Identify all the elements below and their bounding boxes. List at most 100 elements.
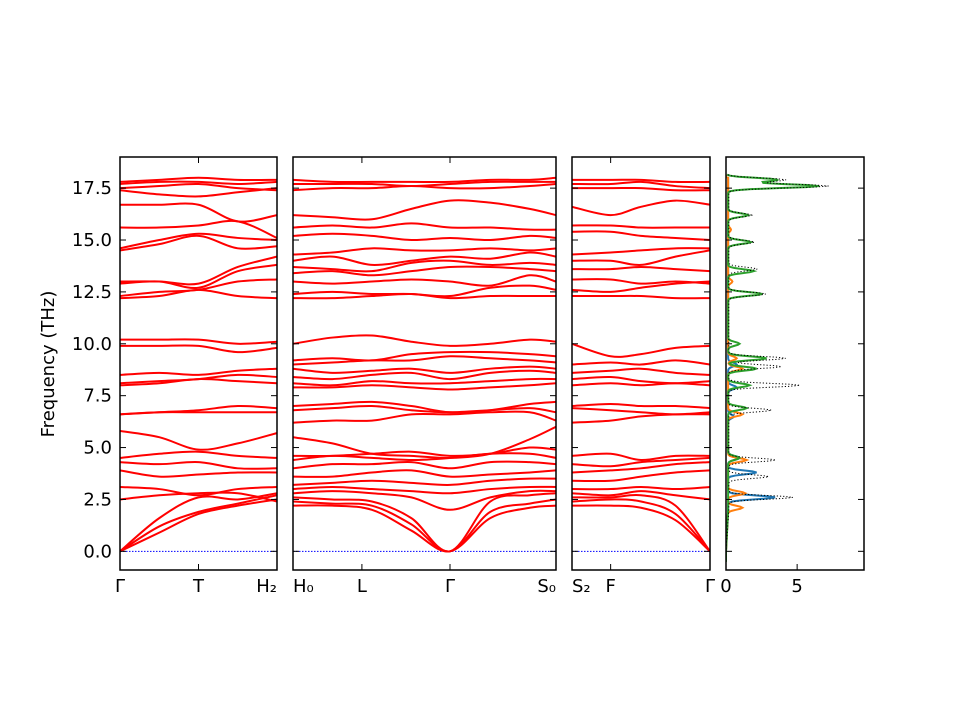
phonon-band <box>572 452 710 462</box>
dos-frame <box>725 156 865 571</box>
phonon-band <box>293 485 556 495</box>
phonon-band <box>293 284 556 298</box>
dos-x-tick-label: 5 <box>791 576 802 597</box>
phonon-band <box>120 338 277 345</box>
phonon-band <box>293 405 556 414</box>
phonon-band <box>120 367 277 376</box>
phonon-band <box>572 461 710 474</box>
phonon-band <box>572 186 710 192</box>
phonon-band <box>572 249 710 266</box>
phonon-band <box>293 377 556 387</box>
y-tick-label: 0.0 <box>83 541 112 562</box>
phonon-band <box>120 202 277 223</box>
x-tick-label: Γ <box>115 576 125 597</box>
phonon-band <box>572 493 710 552</box>
phonon-band <box>120 494 277 553</box>
phonon-band <box>293 446 556 458</box>
phonon-band <box>293 247 556 256</box>
phonon-band <box>293 355 556 366</box>
x-tick-label: L <box>357 576 367 597</box>
phonon-band <box>572 498 710 552</box>
phonon-band <box>293 498 556 553</box>
phonon-band <box>572 199 710 217</box>
x-tick-label: S₀ <box>537 576 556 597</box>
phonon-band <box>293 222 556 231</box>
x-tick-label: Γ <box>705 576 715 597</box>
dos-curves <box>726 173 829 562</box>
phonon-band <box>120 344 277 354</box>
phonon-band <box>572 504 710 553</box>
x-tick-label: Γ <box>445 576 455 597</box>
phonon-band <box>572 407 710 416</box>
phonon-band <box>293 469 556 478</box>
phonon-band <box>293 334 556 347</box>
y-axis-label: Frequency (THz) <box>38 291 59 438</box>
phonon-band <box>120 498 277 553</box>
y-tick-label: 10.0 <box>72 334 112 355</box>
x-tick-label: T <box>192 576 205 597</box>
partial-dos-curve <box>726 173 820 562</box>
phonon-band <box>572 265 710 273</box>
phonon-band <box>572 413 710 424</box>
phonon-band <box>120 469 277 478</box>
phonon-band <box>293 425 556 459</box>
band-panel-3: S₂ F Γ <box>571 156 715 597</box>
phonon-band <box>293 259 556 273</box>
phonon-band <box>120 278 277 298</box>
phonon-band <box>293 369 556 381</box>
phonon-band <box>120 460 277 470</box>
phonon-band <box>572 367 710 376</box>
phonon-band <box>572 490 710 501</box>
phonon-band <box>572 359 710 366</box>
band-group <box>293 176 556 553</box>
y-tick-label: 2.5 <box>83 489 112 510</box>
y-tick-label: 15.0 <box>72 230 112 251</box>
phonon-band <box>293 382 556 391</box>
panel-frame <box>292 156 557 571</box>
phonon-band <box>293 265 556 277</box>
phonon-band <box>293 232 556 242</box>
y-tick-label: 17.5 <box>72 178 112 199</box>
phonon-band <box>120 492 277 553</box>
phonon-band <box>120 255 277 286</box>
phonon-band <box>293 492 556 553</box>
phonon-band <box>572 230 710 242</box>
x-tick-label: H₀ <box>293 576 314 597</box>
y-tick-label: 7.5 <box>83 386 112 407</box>
partial-dos-curve <box>726 174 750 562</box>
panel-frame <box>119 156 278 571</box>
phonon-band <box>293 460 556 470</box>
total-dos-curve <box>726 174 829 562</box>
phonon-band <box>293 400 556 414</box>
phonon-band <box>293 410 556 424</box>
phonon-band <box>293 182 556 192</box>
phonon-band <box>120 491 277 503</box>
dos-x-tick-label: 0 <box>720 576 731 597</box>
band-group <box>572 178 710 553</box>
phonon-band <box>572 469 710 483</box>
phonon-band <box>572 402 710 410</box>
x-tick-label: H₂ <box>256 576 277 597</box>
band-panels: 0.0 2.5 5.0 7.5 10.0 12.5 15.0 17.5 Γ T H₂ H₀ L Γ S₀ S₂… <box>72 156 715 597</box>
phonon-band <box>572 375 710 385</box>
phonon-band <box>572 178 710 184</box>
phonon-band <box>293 365 556 374</box>
phonon-band <box>572 485 710 491</box>
phonon-band <box>572 247 710 256</box>
phonon-band <box>293 350 556 362</box>
phonon-band <box>120 405 277 416</box>
x-tick-label: S₂ <box>572 576 591 597</box>
y-tick-label: 12.5 <box>72 282 112 303</box>
phonon-band <box>120 182 277 192</box>
phonon-band <box>120 232 277 250</box>
phonon-band <box>293 180 556 188</box>
phonon-band <box>293 176 556 184</box>
phonon-band <box>293 199 556 221</box>
phonon-band <box>293 251 556 266</box>
phonon-band <box>572 180 710 190</box>
phonon-band <box>572 278 710 285</box>
phonon-band <box>120 187 277 198</box>
band-panel-1: 0.0 2.5 5.0 7.5 10.0 12.5 15.0 17.5 Γ T H₂ <box>72 156 278 597</box>
